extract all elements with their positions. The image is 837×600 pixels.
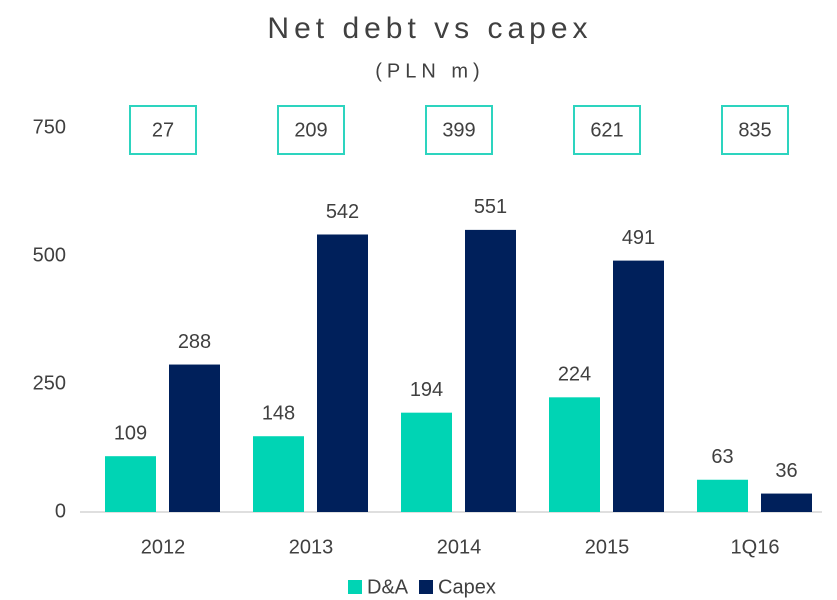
annotation-box <box>277 105 345 155</box>
chart-subtitle: (PLN m) <box>375 60 484 82</box>
annotation: 209 <box>294 119 327 141</box>
data-label: 36 <box>775 460 797 482</box>
annotation-box <box>573 105 641 155</box>
annotation-box <box>129 105 197 155</box>
bar <box>105 456 156 512</box>
legend-label: Capex <box>438 576 496 598</box>
bar <box>549 397 600 512</box>
annotation-box <box>721 105 789 155</box>
data-label: 224 <box>558 364 591 386</box>
bar <box>465 229 516 512</box>
legend-swatch <box>348 580 362 594</box>
legend-label: D&A <box>367 576 409 598</box>
x-tick-label: 2015 <box>585 536 630 558</box>
data-label: 542 <box>326 201 359 223</box>
x-tick-label: 2012 <box>141 536 186 558</box>
data-label: 551 <box>474 196 507 218</box>
y-tick-label: 750 <box>33 116 66 138</box>
data-label: 288 <box>178 331 211 353</box>
x-tick-label: 1Q16 <box>731 536 780 558</box>
annotation-box <box>425 105 493 155</box>
x-tick-label: 2014 <box>437 536 482 558</box>
bar <box>317 234 368 512</box>
legend-swatch <box>419 580 433 594</box>
bar <box>169 364 220 512</box>
bar <box>253 436 304 512</box>
annotation: 27 <box>152 119 174 141</box>
y-tick-label: 500 <box>33 244 66 266</box>
data-label: 194 <box>410 379 443 401</box>
chart-title: Net debt vs capex <box>267 12 592 45</box>
annotation: 399 <box>442 119 475 141</box>
data-label: 63 <box>711 446 733 468</box>
bar <box>697 479 748 512</box>
y-tick-label: 250 <box>33 372 66 394</box>
data-label: 491 <box>622 227 655 249</box>
data-label: 109 <box>114 422 147 444</box>
bar <box>761 493 812 512</box>
x-tick-label: 2013 <box>289 536 334 558</box>
bar <box>401 412 452 512</box>
y-tick-label: 0 <box>55 500 66 522</box>
data-label: 148 <box>262 403 295 425</box>
bar <box>613 260 664 512</box>
annotation: 835 <box>738 119 771 141</box>
annotation: 621 <box>590 119 623 141</box>
